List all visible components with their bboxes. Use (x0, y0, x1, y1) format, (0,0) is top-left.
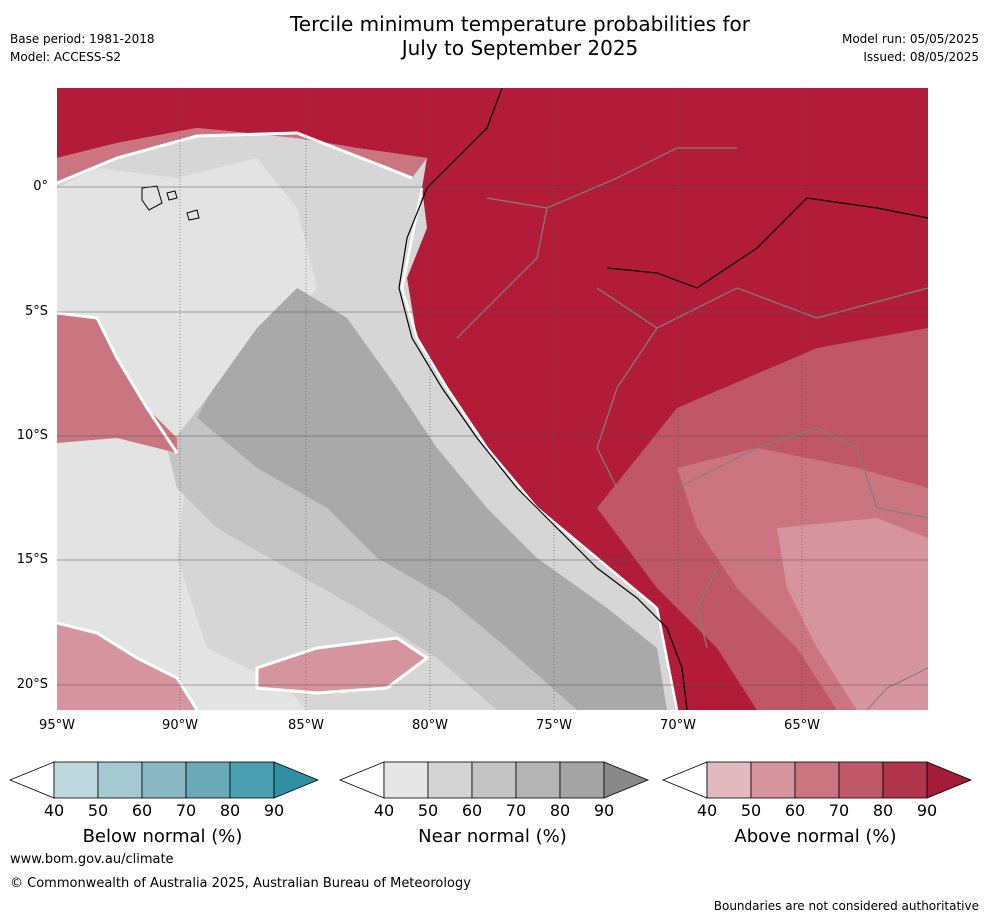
country-borders (456, 147, 928, 710)
colorbar-tick-label: 50 (417, 801, 439, 820)
lon-label-70w: 70°W (660, 718, 696, 733)
colorbar-left-triangle (8, 761, 55, 799)
lon-label-80w: 80°W (412, 718, 448, 733)
colorbar-tick-label: 60 (461, 801, 483, 820)
colorbar-left-triangle (338, 761, 385, 799)
colorbars (8, 761, 973, 799)
lat-label-20s: 20°S (16, 677, 48, 692)
model-name: Model: ACCESS-S2 (10, 50, 122, 64)
river (606, 197, 928, 289)
model-run: Model run: 05/05/2025 (841, 32, 979, 46)
colorbar-segment (229, 761, 275, 799)
colorbar-right-triangle (603, 761, 650, 799)
colorbar-tick-label: 60 (131, 801, 153, 820)
colorbar-above-normal (661, 761, 973, 799)
colorbar-near-normal (338, 761, 650, 799)
colorbar-tick-label: 50 (87, 801, 109, 820)
colorbar-tick-label: 80 (549, 801, 571, 820)
lat-label-10s: 10°S (16, 428, 48, 443)
colorbar-tick-label: 90 (593, 801, 615, 820)
colorbar-segment (882, 761, 928, 799)
colorbar-tick-label: 40 (696, 801, 718, 820)
map-title: Tercile minimum temperature probabilitie… (200, 12, 840, 60)
colorbar-segment (141, 761, 187, 799)
graticule (57, 88, 928, 710)
map-canvas (57, 88, 928, 710)
website-link[interactable]: www.bom.gov.au/climate (10, 852, 174, 867)
galapagos-islands (141, 185, 200, 221)
lon-label-95w: 95°W (39, 718, 75, 733)
lon-label-85w: 85°W (288, 718, 324, 733)
above-normal-north-band (57, 88, 928, 178)
colorbar-tick-label: 40 (43, 801, 65, 820)
above-normal-west-pocket (57, 313, 177, 453)
issued-date: Issued: 08/05/2025 (863, 50, 979, 64)
colorbar-segment (97, 761, 143, 799)
meta-right: Model run: 05/05/2025 Issued: 08/05/2025 (842, 30, 979, 66)
meta-left: Base period: 1981-2018 Model: ACCESS-S2 (10, 30, 155, 66)
colorbar-title-above: Above normal (%) (734, 826, 897, 847)
colorbar-title-near: Near normal (%) (418, 826, 567, 847)
above-normal-southwest (57, 623, 197, 710)
colorbar-segment (53, 761, 99, 799)
near-normal-dark-band (197, 288, 667, 710)
contour-line-north (57, 131, 413, 185)
copyright: © Commonwealth of Australia 2025, Austra… (10, 876, 471, 891)
near-normal-mid-band (167, 398, 577, 710)
colorbar-tick-label: 70 (505, 801, 527, 820)
colorbar-right-triangle (273, 761, 320, 799)
colorbar-segment (185, 761, 231, 799)
lat-label-15s: 15°S (16, 552, 48, 567)
colorbar-tick-label: 40 (373, 801, 395, 820)
colorbar-tick-label: 80 (872, 801, 894, 820)
above-normal-south-pocket (257, 638, 427, 693)
lat-label-5s: 5°S (24, 304, 48, 319)
colorbar-tick-label: 60 (784, 801, 806, 820)
lat-label-0: 0° (33, 179, 48, 194)
colorbar-segment (383, 761, 429, 799)
above-normal-continent-lighter (777, 518, 928, 710)
title-line-2: July to September 2025 (401, 36, 639, 60)
colorbar-tick-label: 80 (219, 801, 241, 820)
colorbar-segment (750, 761, 796, 799)
colorbar-title-below: Below normal (%) (82, 826, 243, 847)
contour-line-southwest (57, 621, 199, 710)
colorbar-segment (794, 761, 840, 799)
lon-label-65w: 65°W (784, 718, 820, 733)
colorbar-segment (515, 761, 561, 799)
coastline (398, 88, 688, 710)
colorbar-below-normal (8, 761, 320, 799)
lon-label-90w: 90°W (162, 718, 198, 733)
colorbar-segment (559, 761, 605, 799)
contour-line-west (57, 311, 179, 454)
colorbar-segment (838, 761, 884, 799)
title-line-1: Tercile minimum temperature probabilitie… (289, 12, 751, 36)
colorbar-segment (471, 761, 517, 799)
colorbar-segment (427, 761, 473, 799)
colorbar-segment (706, 761, 752, 799)
colorbar-tick-label: 50 (740, 801, 762, 820)
colorbar-tick-label: 90 (916, 801, 938, 820)
lon-label-75w: 75°W (536, 718, 572, 733)
probability-map (57, 88, 928, 710)
disclaimer: Boundaries are not considered authoritat… (713, 899, 979, 913)
colorbar-tick-label: 90 (263, 801, 285, 820)
colorbar-tick-label: 70 (175, 801, 197, 820)
above-normal-north-edge (57, 128, 427, 183)
colorbar-right-triangle (926, 761, 973, 799)
contour-line-south (255, 636, 430, 695)
contour-line-coast (400, 187, 679, 710)
colorbar-tick-label: 70 (828, 801, 850, 820)
colorbar-left-triangle (661, 761, 708, 799)
base-period: Base period: 1981-2018 (10, 32, 155, 46)
